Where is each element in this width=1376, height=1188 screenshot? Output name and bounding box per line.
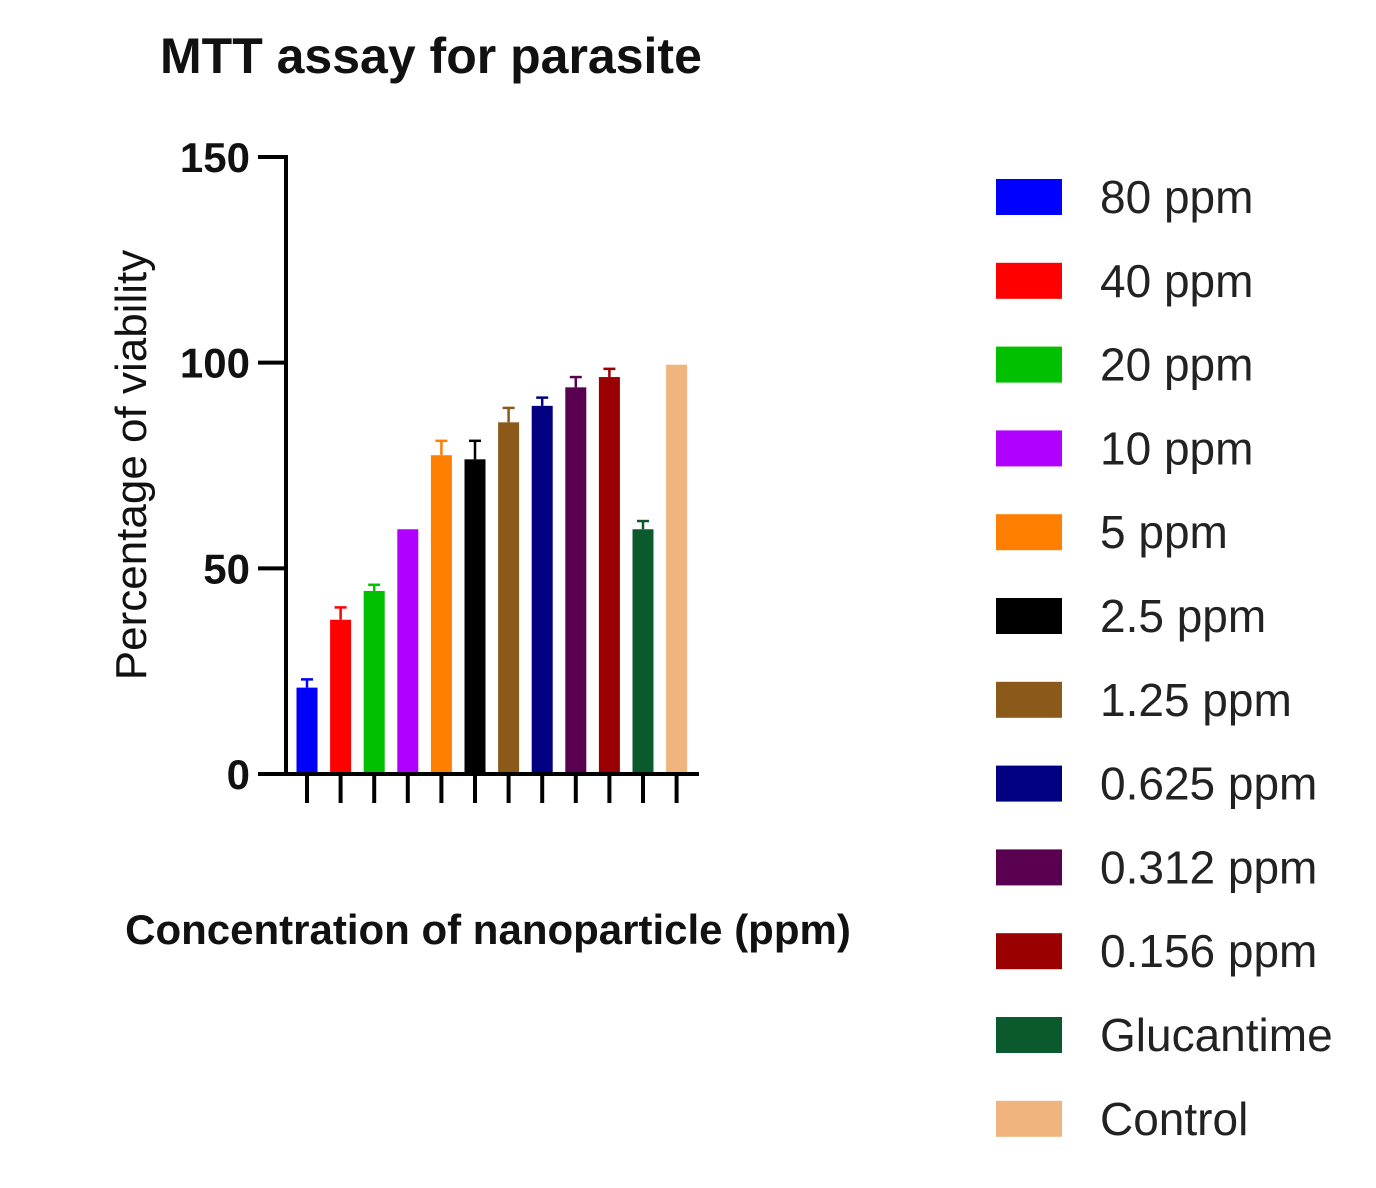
bar [464,459,486,774]
legend-label: Control [1100,1093,1248,1145]
legend-swatch [996,1100,1062,1137]
legend-label: 0.625 ppm [1100,758,1317,810]
legend-swatch [996,933,1062,970]
legend-swatch [996,598,1062,634]
bar [296,687,318,774]
legend-label: 0.312 ppm [1100,841,1317,893]
bar [363,590,385,774]
y-tick-label: 0 [227,751,250,798]
legend: 80 ppm 40 ppm 20 ppm 10 ppm 5 ppm 2.5 ppm 1.25… [996,171,1333,1145]
bar [430,455,452,774]
bar [666,364,688,774]
chart-title: MTT assay for parasite [160,28,702,84]
legend-label: 20 ppm [1100,339,1253,391]
bar [565,387,587,774]
legend-swatch [996,262,1062,299]
y-tick-label: 100 [180,340,250,387]
bars-group [296,364,688,774]
bar [498,422,520,774]
y-axis-label: Percentage of viability [107,250,156,680]
bar [598,377,620,774]
legend-swatch [996,514,1062,551]
legend-label: 5 ppm [1100,506,1228,558]
bar [632,529,654,774]
bar [531,405,553,774]
legend-swatch [996,849,1062,886]
y-tick-label: 50 [203,545,250,592]
bar [397,529,419,774]
legend-label: 80 ppm [1100,171,1253,223]
legend-label: 1.25 ppm [1100,674,1292,726]
legend-label: Glucantime [1100,1009,1333,1061]
bar [330,619,352,774]
x-axis-label: Concentration of nanoparticle (ppm) [125,906,851,953]
legend-swatch [996,179,1062,215]
legend-swatch [996,765,1062,802]
legend-label: 0.156 ppm [1100,925,1317,977]
legend-label: 10 ppm [1100,422,1253,474]
legend-swatch [996,1017,1062,1053]
error-bars-group [301,367,649,688]
legend-label: 2.5 ppm [1100,590,1266,642]
y-axis-ticks: 0 50 100 150 [180,134,286,798]
legend-swatch [996,430,1062,467]
y-tick-label: 150 [180,134,250,181]
legend-swatch [996,681,1062,718]
legend-label: 40 ppm [1100,255,1253,307]
x-axis-ticks [305,774,679,803]
legend-swatch [996,346,1062,383]
